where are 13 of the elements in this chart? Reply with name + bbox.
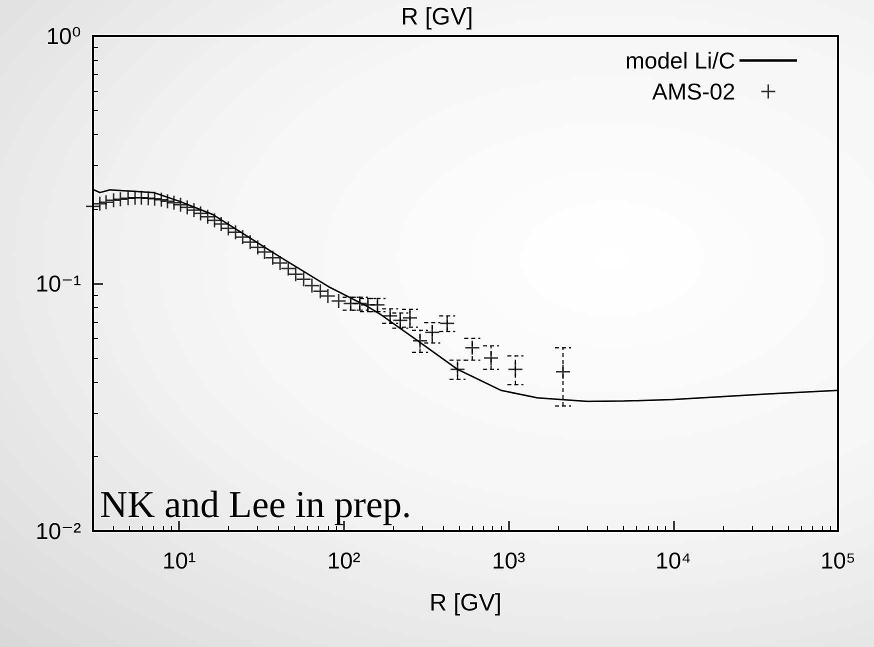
- legend-label: AMS-02: [652, 78, 736, 104]
- y-tick-label: 10⁻²: [36, 518, 82, 544]
- y-tick-label: 10⁻¹: [36, 270, 82, 296]
- x-tick-label: 10³: [492, 548, 526, 574]
- x-tick-label: 10⁴: [656, 548, 692, 574]
- x-tick-label: 10¹: [162, 548, 196, 574]
- x-axis-title: R [GV]: [429, 590, 502, 616]
- x-tick-label: 10²: [327, 548, 361, 574]
- x-tick-label: 10⁵: [820, 548, 856, 574]
- annotation: NK and Lee in prep.: [100, 484, 412, 526]
- chart-title: R [GV]: [400, 4, 474, 30]
- legend-label: model Li/C: [625, 48, 736, 74]
- y-tick-label: 10⁰: [46, 23, 81, 49]
